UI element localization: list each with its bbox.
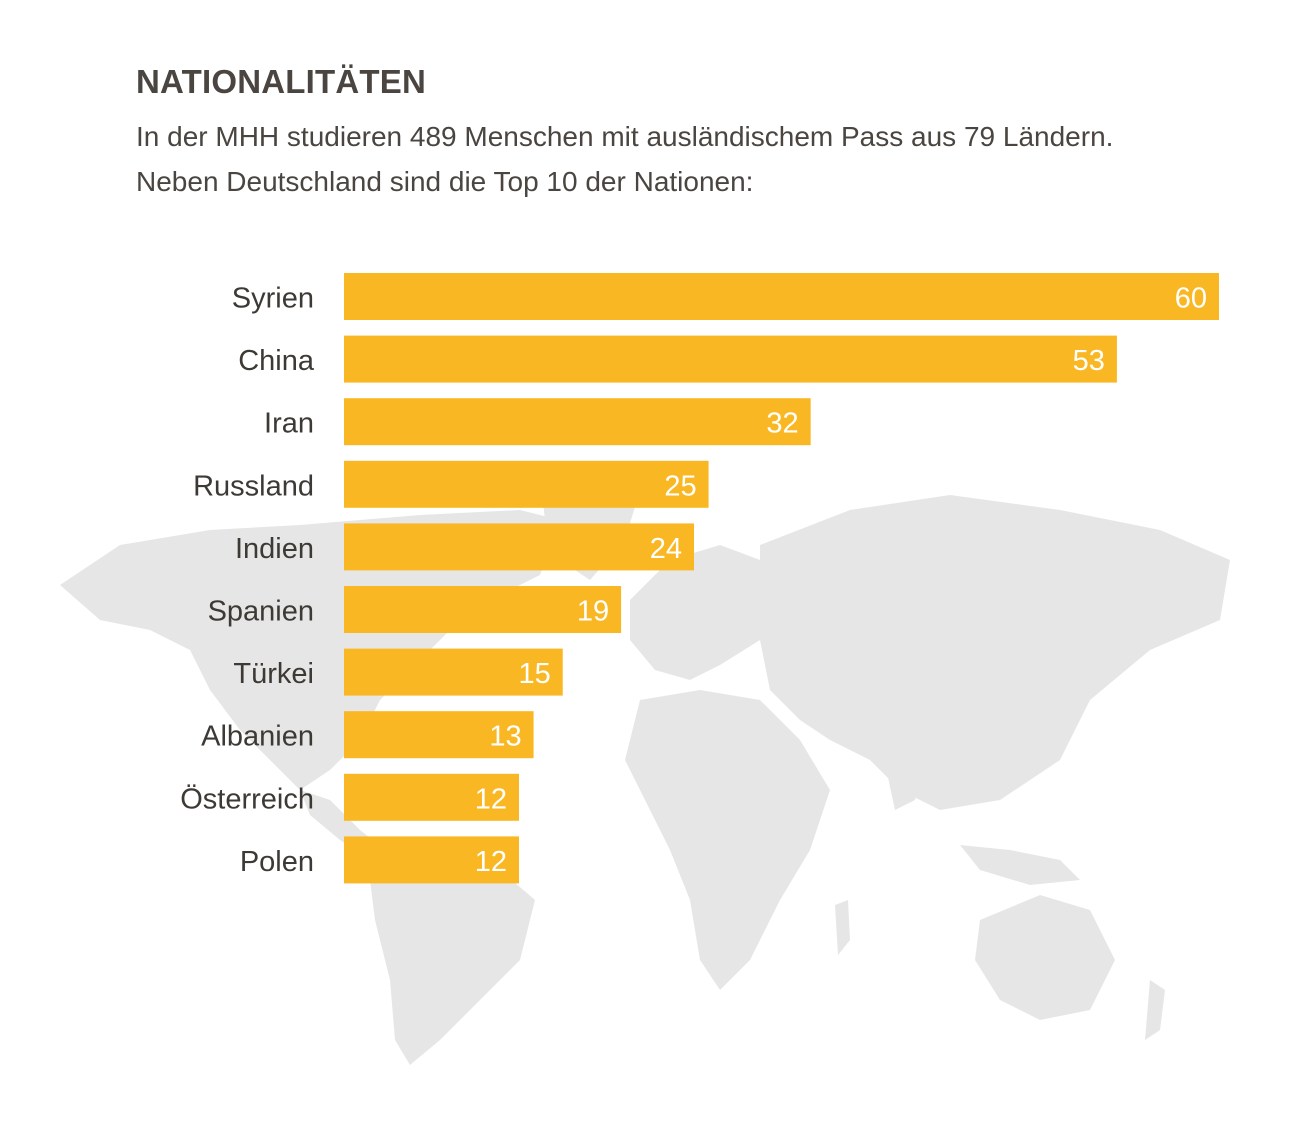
subtitle-line-1: In der MHH studieren 489 Menschen mit au… [136, 121, 1114, 152]
africa-shape [625, 690, 830, 990]
category-label: Russland [193, 470, 314, 502]
category-label: Spanien [208, 596, 314, 628]
bar-9 [344, 836, 519, 884]
bar-4 [344, 523, 694, 571]
subtitle-line-2: Neben Deutschland sind die Top 10 der Na… [136, 166, 754, 197]
north-america-shape [60, 510, 560, 790]
category-label: Türkei [233, 658, 314, 690]
value-label: 12 [475, 846, 507, 878]
bar-8 [344, 773, 519, 821]
europe-shape [630, 545, 770, 680]
australia-shape [975, 895, 1115, 1020]
value-label: 25 [664, 470, 696, 502]
bar-2 [344, 398, 811, 446]
category-label: Albanien [201, 721, 314, 753]
category-label: Österreich [180, 783, 314, 815]
new-zealand-shape [1145, 980, 1165, 1040]
value-label: 60 [1175, 283, 1207, 315]
bar-6 [344, 648, 563, 696]
south-america-shape [370, 840, 535, 1065]
value-label: 32 [766, 408, 798, 440]
bar-0 [344, 273, 1219, 320]
value-label: 13 [489, 721, 521, 753]
asia-shape [760, 495, 1230, 810]
chart-subtitle: In der MHH studieren 489 Menschen mit au… [136, 114, 1113, 204]
india-shape [880, 740, 930, 810]
chart-title: NATIONALITÄTEN [136, 63, 426, 100]
bar-1 [344, 335, 1117, 383]
value-label: 12 [475, 783, 507, 815]
category-label: Iran [264, 408, 314, 440]
category-label: Indien [235, 533, 314, 565]
indonesia-shape [960, 845, 1080, 885]
value-label: 24 [650, 533, 682, 565]
bar-7 [344, 711, 534, 759]
japan-shape [1075, 630, 1110, 710]
value-label: 53 [1073, 345, 1105, 377]
category-label: China [238, 345, 315, 377]
value-label: 15 [518, 658, 550, 690]
bar-5 [344, 586, 622, 633]
madagascar-shape [835, 900, 850, 955]
value-label: 19 [577, 596, 609, 628]
bar-3 [344, 460, 709, 508]
category-label: Syrien [232, 283, 314, 315]
category-label: Polen [240, 846, 314, 878]
